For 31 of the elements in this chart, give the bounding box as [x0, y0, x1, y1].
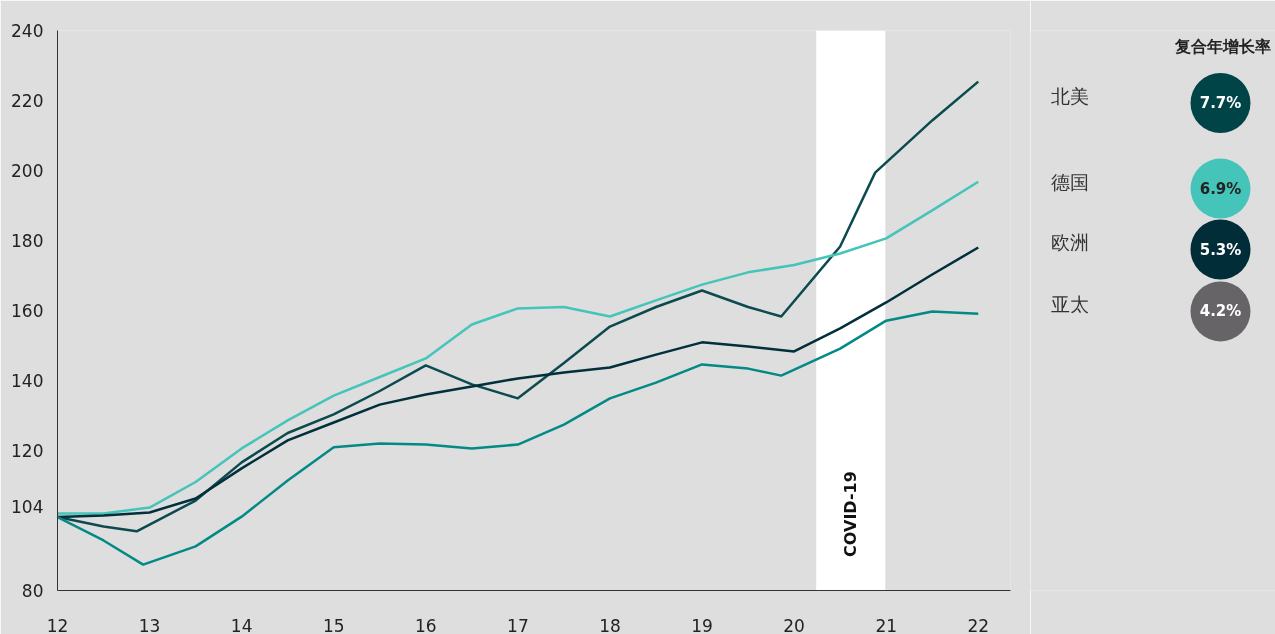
x-tick-label: 18 — [599, 615, 621, 634]
y-tick-label: 200 — [11, 161, 44, 181]
x-tick-label: 17 — [507, 615, 529, 634]
data-label: 7.7% — [1199, 93, 1242, 112]
band-label: COVID-19 — [841, 471, 861, 557]
x-tick-label: 15 — [322, 615, 345, 634]
text: 北美 — [1050, 84, 1089, 107]
line-series — [57, 310, 980, 566]
data-label: 6.9% — [1199, 179, 1242, 198]
text: 德国 — [1050, 170, 1089, 193]
y-tick-label: 240 — [11, 21, 44, 41]
y-tick-label: 140 — [11, 371, 44, 391]
y-tick-label: 104 — [11, 497, 44, 517]
text: 亚太 — [1050, 293, 1089, 316]
text: 复合年增长率 — [1173, 36, 1271, 56]
x-tick-label: 21 — [875, 615, 898, 634]
y-tick-label: 160 — [11, 301, 44, 321]
x-tick-label: 20 — [783, 615, 805, 634]
x-tick-label: 12 — [46, 615, 69, 634]
y-tick-label: 180 — [11, 231, 44, 251]
x-tick-label: 14 — [230, 615, 253, 634]
data-label: 5.3% — [1199, 240, 1242, 259]
y-tick-label: 80 — [21, 581, 44, 601]
x-tick-label: 16 — [414, 615, 437, 634]
x-tick-label: 13 — [138, 615, 161, 634]
data-label: 4.2% — [1199, 302, 1242, 321]
x-tick-label: 22 — [967, 615, 990, 634]
y-tick-label: 220 — [11, 91, 44, 111]
text: 欧洲 — [1050, 231, 1089, 254]
x-tick-label: 19 — [691, 615, 713, 634]
y-tick-label: 120 — [11, 441, 44, 461]
